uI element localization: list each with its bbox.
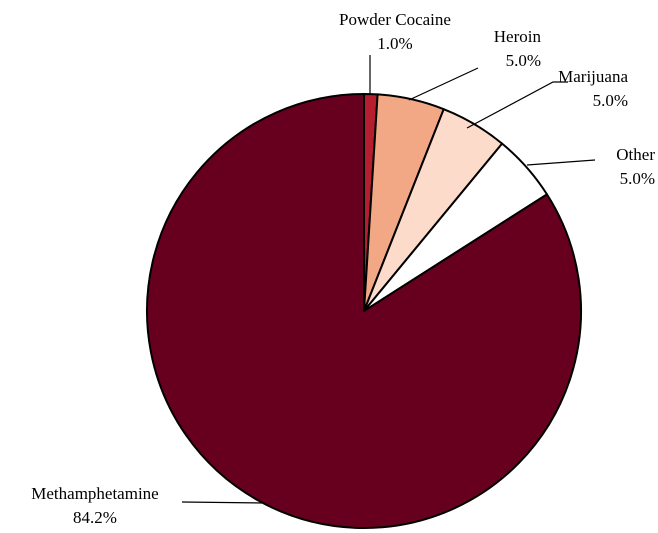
- slice-value-other: 5.0%: [620, 169, 655, 188]
- slice-value-powder-cocaine: 1.0%: [377, 34, 412, 53]
- pie-slices: [146, 93, 582, 529]
- slice-label-other: Other: [616, 145, 655, 164]
- leader-line-other: [526, 159, 596, 166]
- slice-value-marijuana: 5.0%: [593, 91, 628, 110]
- slice-label-marijuana: Marijuana: [558, 67, 628, 86]
- slice-value-methamphetamine: 84.2%: [73, 508, 117, 527]
- leader-line-marijuana: [466, 81, 568, 129]
- slice-value-heroin: 5.0%: [506, 51, 541, 70]
- slice-label-methamphetamine: Methamphetamine: [31, 484, 158, 503]
- leader-line-heroin: [408, 67, 479, 101]
- leader-lines: [181, 55, 596, 504]
- leader-line-methamphetamine: [181, 501, 264, 504]
- pie-slice-methamphetamine: [146, 93, 582, 529]
- slice-label-heroin: Heroin: [494, 27, 542, 46]
- slice-label-powder-cocaine: Powder Cocaine: [339, 10, 451, 29]
